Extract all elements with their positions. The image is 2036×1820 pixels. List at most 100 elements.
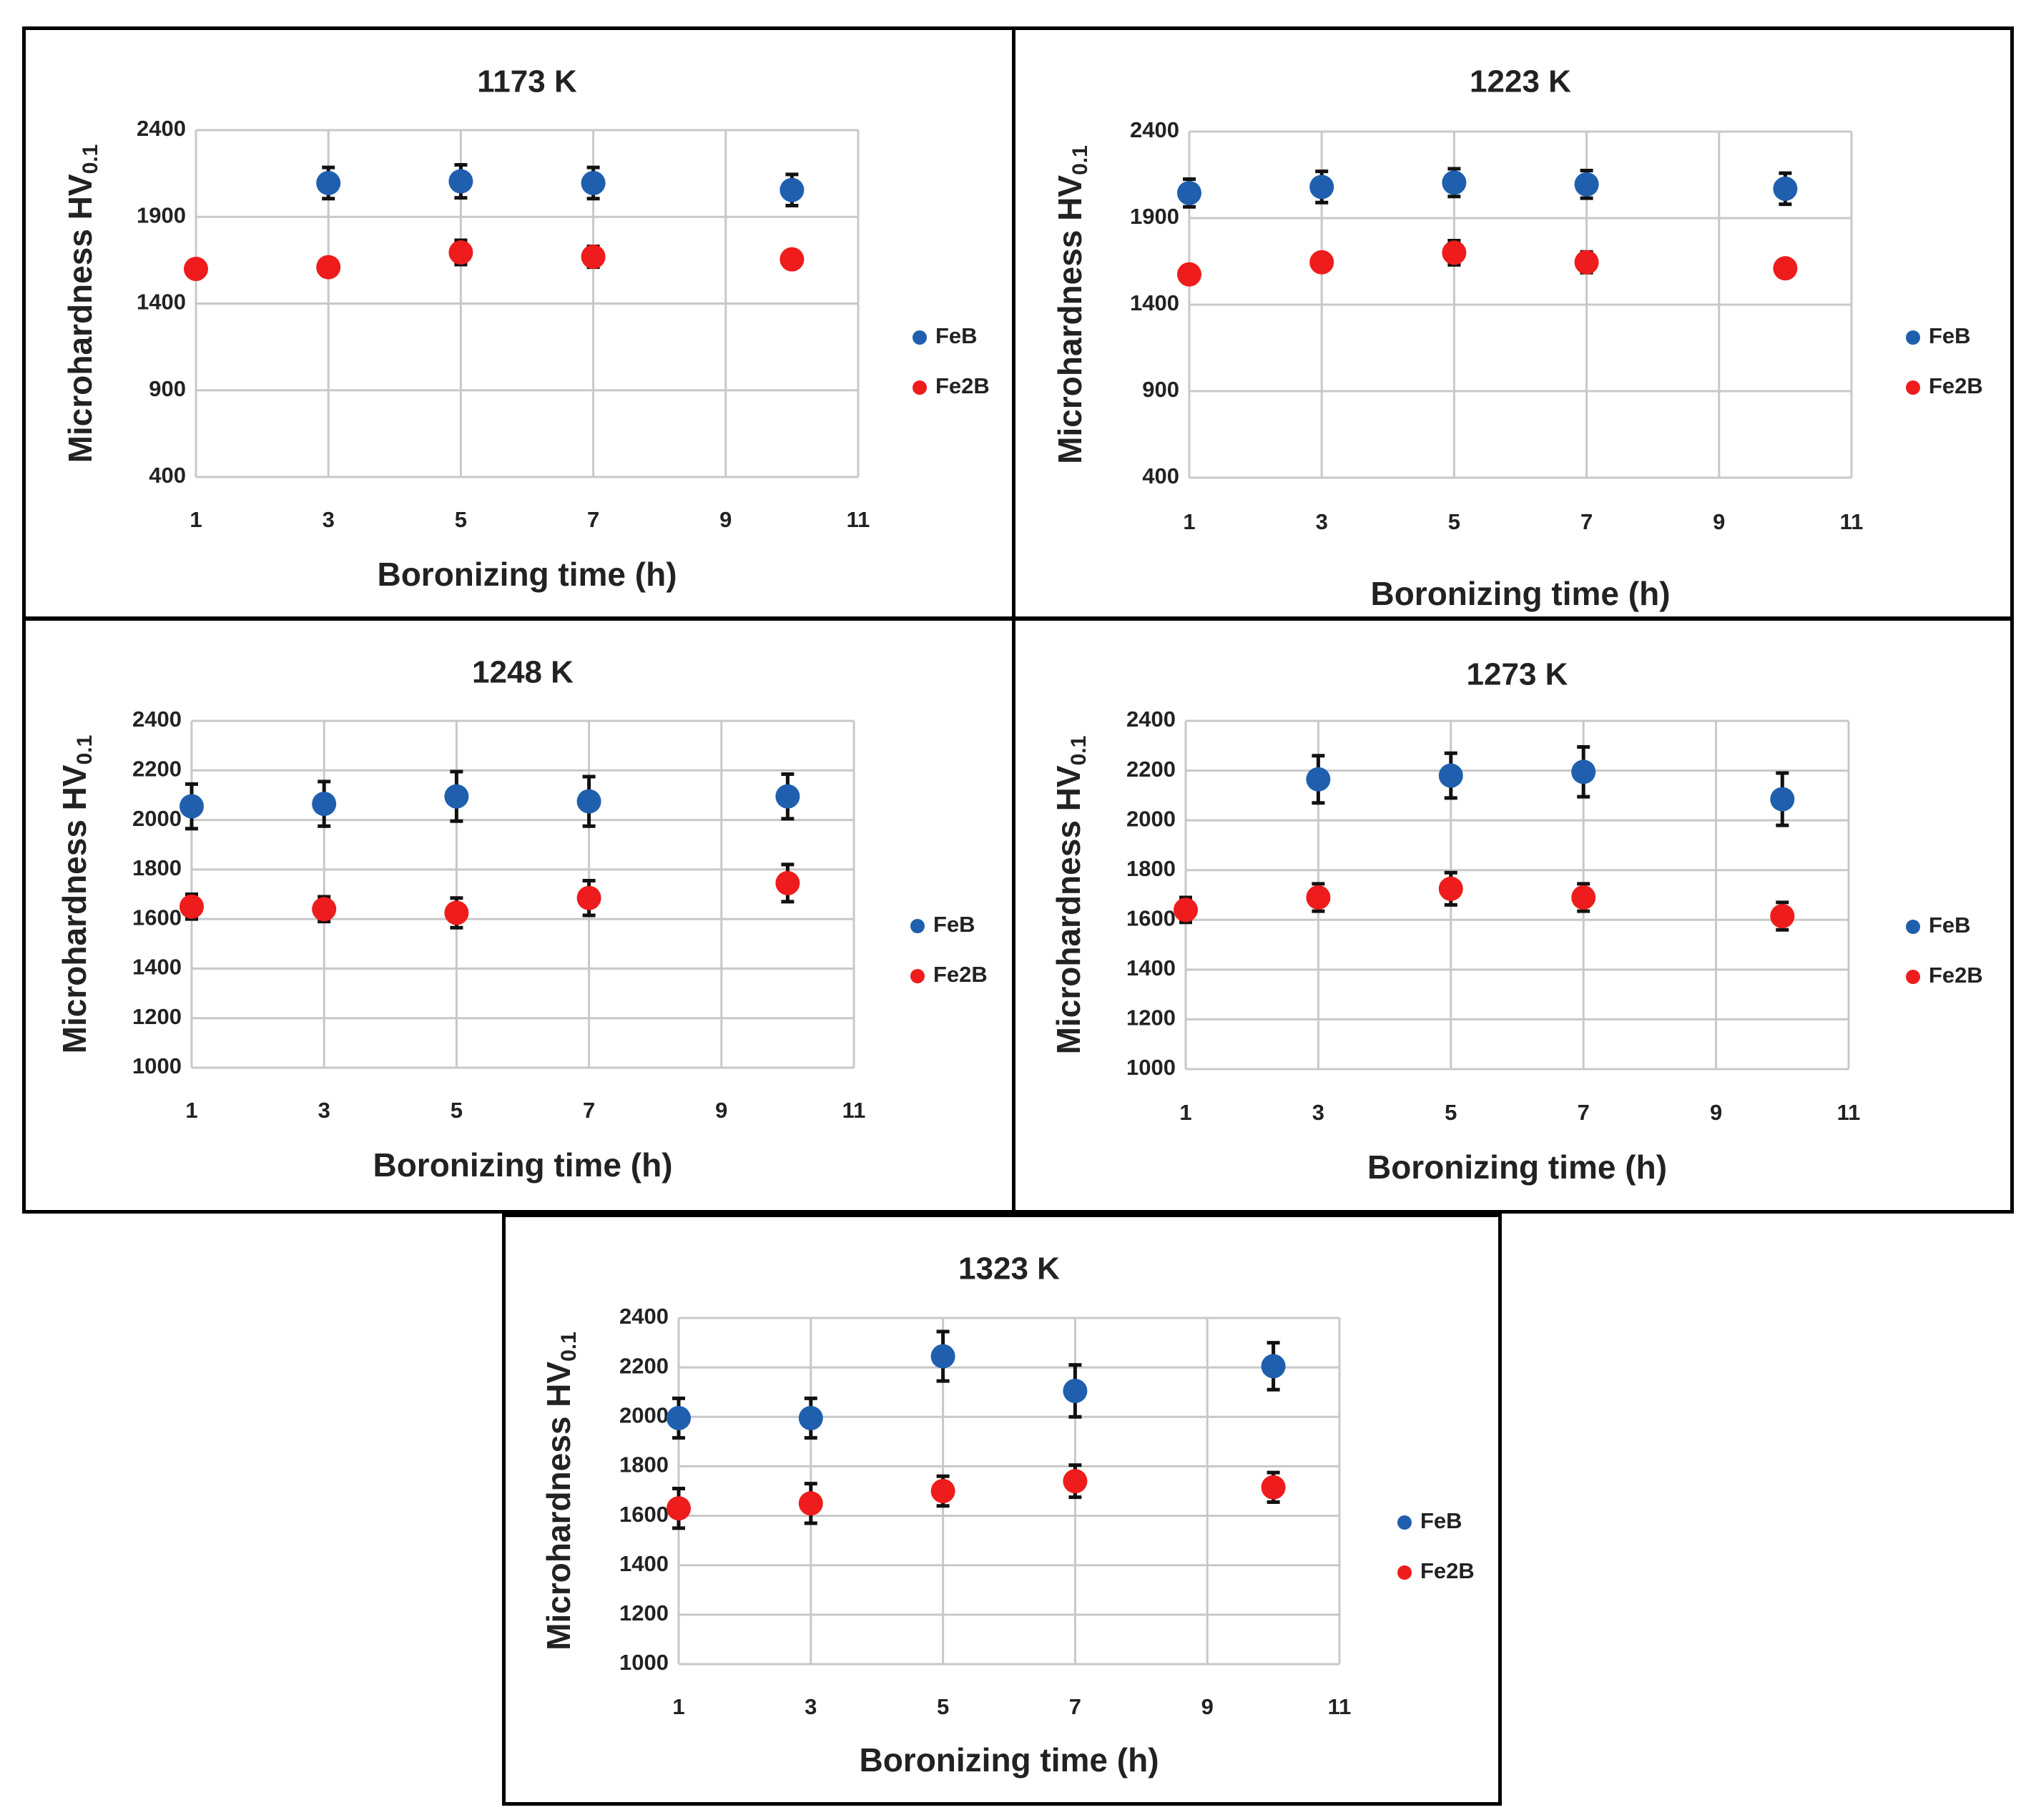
y-axis-label-main: Microhardness HV [540, 1362, 577, 1651]
y-tick-label: 1000 [132, 1053, 182, 1078]
legend-marker [1397, 1565, 1412, 1580]
y-axis-label: Microhardness HV0.1 [1050, 736, 1091, 1055]
fe2b-point [780, 247, 805, 272]
feb-point [1574, 172, 1599, 197]
fe2b-point [798, 1491, 823, 1516]
y-tick-label: 2200 [1126, 757, 1176, 782]
chart-panel-1273: 1273 K 1000 1200 1400 1600 1800 2000 2200 2400 1 3… [1012, 617, 2014, 1214]
x-tick-label: 5 [1448, 509, 1460, 534]
y-tick-label: 1400 [137, 290, 186, 315]
x-tick-label: 1 [185, 1098, 197, 1123]
chart-svg: 1323 K 1000 1200 1400 1600 1800 2000 2200 2400 1 3… [540, 1251, 1475, 1779]
y-tick-label: 1200 [132, 1004, 182, 1029]
fe2b-point [179, 894, 204, 919]
y-axis-label-subscript: 0.1 [557, 1332, 581, 1362]
y-tick-label: 1900 [137, 202, 186, 227]
x-tick-label: 7 [1578, 1100, 1590, 1125]
y-axis-label-main: Microhardness HV [1051, 175, 1088, 464]
fe2b-point [1177, 262, 1201, 287]
feb-point [1571, 759, 1596, 784]
x-tick-label: 1 [672, 1694, 684, 1719]
fe2b-point [184, 257, 208, 281]
y-tick-label: 1800 [1126, 856, 1176, 881]
feb-point [780, 177, 805, 202]
y-tick-label: 2400 [1126, 707, 1176, 732]
feb-point [1177, 180, 1201, 205]
feb-point [179, 794, 204, 819]
x-tick-label: 3 [318, 1098, 330, 1123]
x-tick-label: 9 [719, 507, 732, 532]
y-tick-label: 1800 [132, 855, 182, 880]
legend-label: Fe2B [933, 962, 988, 987]
legend-label: Fe2B [935, 373, 990, 398]
y-axis-label-subscript: 0.1 [1067, 736, 1091, 766]
x-tick-label: 7 [1069, 1694, 1081, 1719]
legend-label: Fe2B [1929, 963, 1983, 988]
legend-marker [1906, 330, 1920, 345]
feb-point [930, 1344, 955, 1369]
legend-label: FeB [933, 912, 975, 937]
fe2b-point [576, 885, 601, 910]
legend-marker [1906, 380, 1920, 395]
y-axis-label-main: Microhardness HV [62, 174, 99, 463]
feb-point [312, 792, 337, 817]
x-tick-label: 9 [1201, 1694, 1214, 1719]
fe2b-point [930, 1479, 955, 1503]
feb-point [798, 1406, 823, 1431]
y-tick-label: 1000 [619, 1650, 669, 1675]
y-tick-label: 2400 [619, 1304, 669, 1329]
x-tick-label: 5 [1445, 1100, 1457, 1125]
x-tick-label: 11 [847, 507, 870, 532]
y-tick-label: 1400 [619, 1551, 669, 1576]
legend-label: Fe2B [1420, 1558, 1475, 1583]
fe2b-point [1261, 1475, 1286, 1500]
x-axis-label: Boronizing time (h) [1367, 1148, 1667, 1186]
x-tick-label: 9 [715, 1098, 727, 1123]
y-tick-label: 1200 [1126, 1005, 1176, 1030]
x-tick-label: 3 [1312, 1100, 1324, 1125]
x-tick-label: 7 [1580, 509, 1593, 534]
fe2b-point [1773, 256, 1798, 281]
y-tick-label: 1200 [619, 1600, 669, 1625]
x-axis-label: Boronizing time (h) [373, 1146, 672, 1184]
feb-point [448, 169, 473, 194]
feb-point [1261, 1354, 1286, 1379]
chart-svg: 1273 K 1000 1200 1400 1600 1800 2000 2200 2400 1 3… [1050, 657, 1983, 1186]
y-tick-label: 2400 [132, 707, 182, 732]
fe2b-point [581, 245, 606, 270]
y-tick-label: 1000 [1126, 1055, 1176, 1080]
y-axis-label-subscript: 0.1 [1068, 145, 1092, 175]
fe2b-point [1770, 904, 1795, 929]
chart-svg: 1248 K 1000 1200 1400 1600 1800 2000 2200 2400 1 3… [56, 655, 988, 1184]
x-axis-label: Boronizing time (h) [377, 556, 677, 593]
feb-point [1438, 763, 1463, 788]
fe2b-point [316, 255, 341, 280]
fe2b-point [1309, 250, 1334, 275]
x-tick-label: 7 [587, 507, 599, 532]
x-tick-label: 11 [1837, 1100, 1861, 1125]
feb-point [667, 1406, 691, 1431]
y-tick-label: 900 [1142, 377, 1179, 402]
y-tick-label: 2200 [619, 1353, 669, 1378]
x-tick-label: 5 [937, 1694, 949, 1719]
legend-label: FeB [1420, 1508, 1462, 1533]
fe2b-point [448, 240, 473, 265]
y-axis-label: Microhardness HV0.1 [1051, 145, 1092, 464]
y-axis-label: Microhardness HV0.1 [540, 1332, 581, 1651]
y-tick-label: 1400 [1126, 955, 1176, 980]
fe2b-point [667, 1496, 691, 1521]
fe2b-point [775, 870, 800, 895]
legend-marker [910, 919, 925, 933]
x-tick-label: 3 [805, 1694, 817, 1719]
y-tick-label: 2000 [619, 1402, 669, 1427]
y-axis-label-subscript: 0.1 [73, 735, 97, 765]
chart-title: 1248 K [472, 655, 574, 690]
y-tick-label: 2200 [132, 756, 182, 781]
x-tick-label: 1 [190, 507, 202, 532]
fe2b-point [1174, 897, 1198, 923]
y-tick-label: 1600 [132, 905, 182, 930]
y-tick-label: 2000 [1126, 806, 1176, 831]
feb-point [1063, 1378, 1088, 1403]
x-tick-label: 11 [1840, 509, 1864, 534]
x-tick-label: 5 [451, 1098, 463, 1123]
